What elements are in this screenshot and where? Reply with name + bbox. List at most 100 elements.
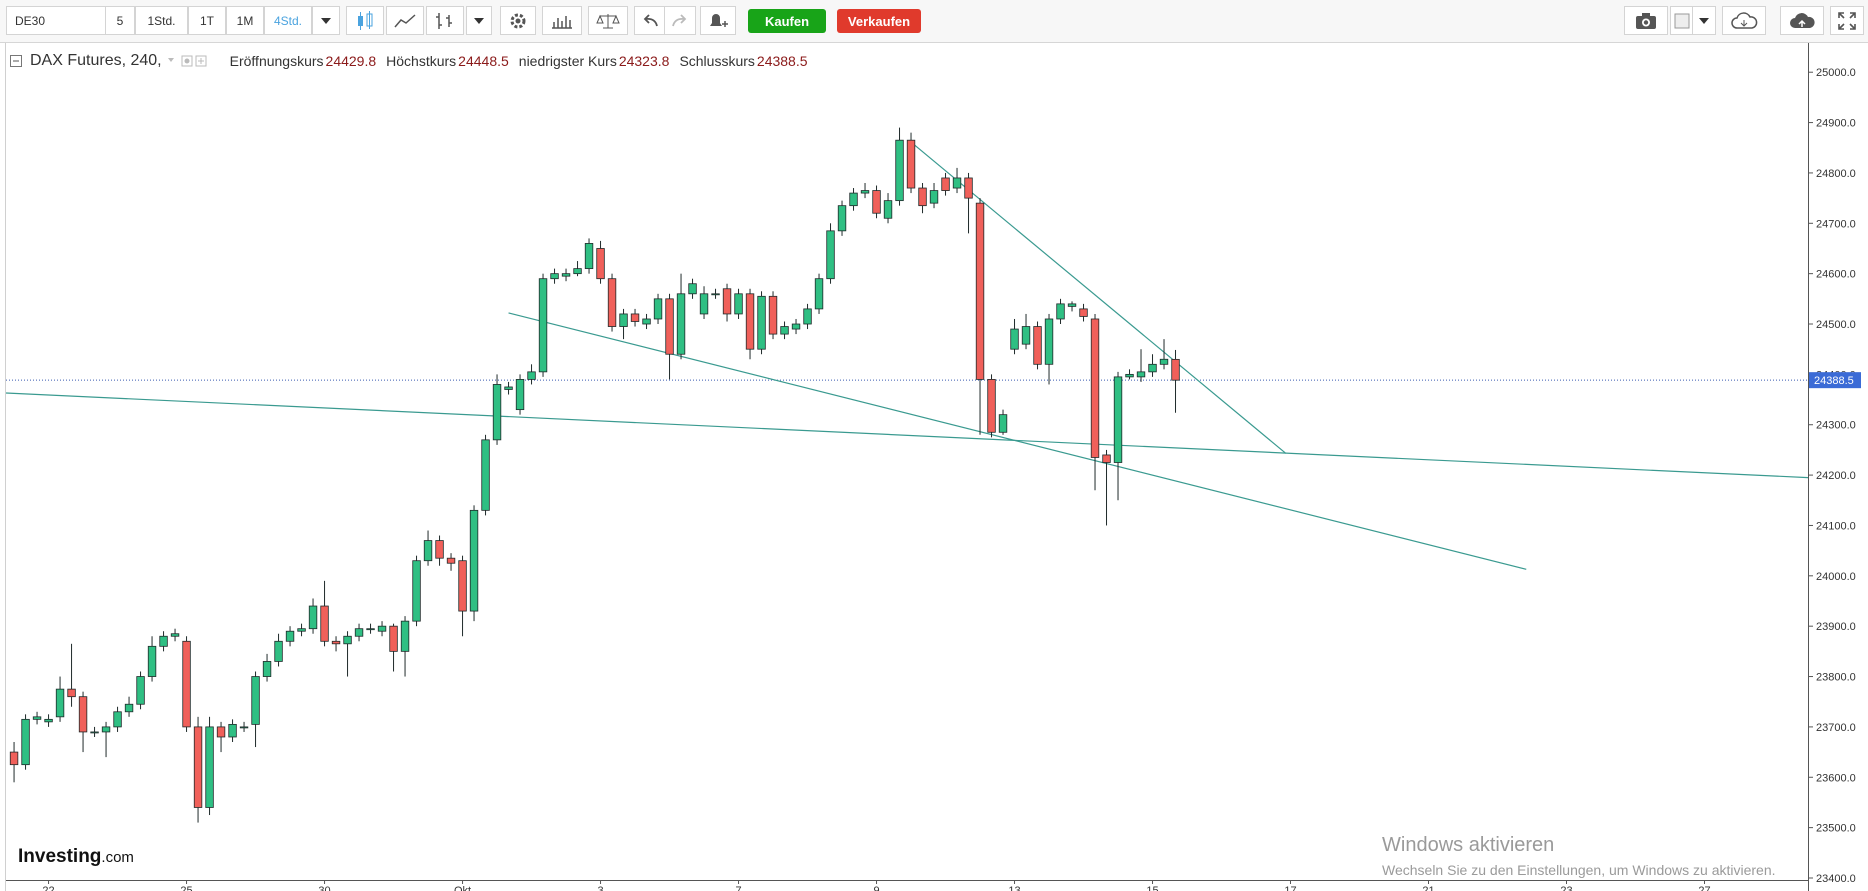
candle-body [216,726,226,738]
candle-body [1125,373,1134,378]
candle-body [377,625,387,632]
y-tick-label: 24800.0 [1816,168,1856,180]
candle-body [274,640,283,662]
candle-body [883,200,893,219]
candle-body [1021,326,1031,345]
candle-body [1010,328,1019,350]
icon [710,13,728,27]
x-tick-label: 30 [318,885,330,891]
icon [321,17,331,24]
sell-button[interactable]: Verkaufen [837,9,921,33]
candle-body [642,318,651,325]
candle-body [1102,454,1111,463]
candle-body [998,414,1008,433]
collapse-icon[interactable] [10,55,22,67]
interval-button[interactable]: 1T [188,6,226,35]
undo-button[interactable] [634,6,666,35]
candle-body [676,293,686,355]
bar-type-button[interactable] [426,6,464,35]
y-tick-label: 24700.0 [1816,218,1856,230]
x-tick-label: 21 [1422,885,1434,891]
buy-button[interactable]: Kaufen [748,9,826,33]
candle-body [1171,358,1180,381]
toolbar: DE30 5 1Std. 1T 1M 4Std. Kaufen Verkaufen [0,0,1868,43]
candle-body [239,726,249,729]
candle-body [803,308,812,325]
interval-button[interactable]: 5 [105,6,135,35]
candle-body [607,278,617,327]
candle-body [492,384,502,441]
screenshot-button[interactable] [1624,6,1668,35]
candle-body [205,726,214,808]
candle-body [423,540,433,562]
icon [1731,11,1758,29]
icon [596,13,620,28]
icon [1838,11,1856,30]
candle-body [435,540,444,559]
candle-body [872,190,881,214]
candle-body [320,605,329,642]
y-tick-label: 24600.0 [1816,269,1856,281]
x-tick-label: 17 [1284,885,1296,891]
candle-type-button[interactable] [346,6,384,35]
candle-body [941,177,950,191]
candle-body [826,230,835,280]
color-button[interactable] [1670,6,1692,35]
settings-button[interactable] [500,6,536,35]
interval-button[interactable]: 1M [226,6,264,35]
candle-body [170,633,180,637]
fullscreen-button[interactable] [1830,6,1864,35]
icon [1699,17,1709,24]
x-tick-label: 23 [1560,885,1572,891]
icon [510,13,526,28]
color-dropdown[interactable] [1692,6,1716,35]
overlay-title: Windows aktivieren [1382,834,1555,856]
candle-body [228,723,237,738]
candle-body [573,268,582,275]
candle-body [860,190,870,194]
alert-button[interactable] [700,6,736,35]
redo-button[interactable] [664,6,696,35]
candle-body [366,628,375,631]
cloud-load-button[interactable] [1722,6,1766,35]
candle-body [964,177,973,199]
candle-body [780,326,789,335]
candle-body [722,288,732,315]
candle-body [653,298,663,320]
summary-value: 24388.5 [756,53,808,69]
summary-label: niedrigster Kurs [518,53,617,69]
icon [1636,12,1656,29]
candle-body [354,628,364,637]
compare-button[interactable] [588,6,628,35]
trend-line [5,392,1809,479]
candle-body [412,560,421,622]
symbol-input[interactable]: DE30 [6,6,106,35]
summary-value: 24323.8 [618,53,670,69]
type-dropdown[interactable] [466,6,492,35]
y-tick-label: 24500.0 [1816,319,1856,331]
candle-body [389,625,398,652]
candle-body [147,645,157,677]
candle-body [550,273,559,280]
candle-body [906,139,916,189]
candle-body [584,243,594,270]
candle-body [469,509,479,612]
icon [643,13,658,26]
candle-body [44,718,53,723]
x-tick-label: 9 [873,885,879,891]
candle-body [1148,363,1157,373]
windows-activation: Windows aktivieren Wechseln Sie zu den E… [1382,834,1776,878]
line-type-button[interactable] [386,6,424,35]
candle-body [895,139,904,202]
candle-body [837,205,847,232]
indicators-button[interactable] [542,6,582,35]
interval-button[interactable]: 1Std. [135,6,188,35]
cloud-save-button[interactable] [1780,6,1824,35]
chart-header: DAX Futures, 240, Eröffnungskurs 24429.8 H… [10,52,816,70]
y-tick-label: 24300.0 [1816,420,1856,432]
candle-body [1079,308,1088,317]
interval-button[interactable]: 4Std. [264,6,312,35]
candle-body [343,635,352,645]
y-tick-label: 23400.0 [1816,873,1856,885]
interval-dropdown[interactable] [312,6,340,35]
